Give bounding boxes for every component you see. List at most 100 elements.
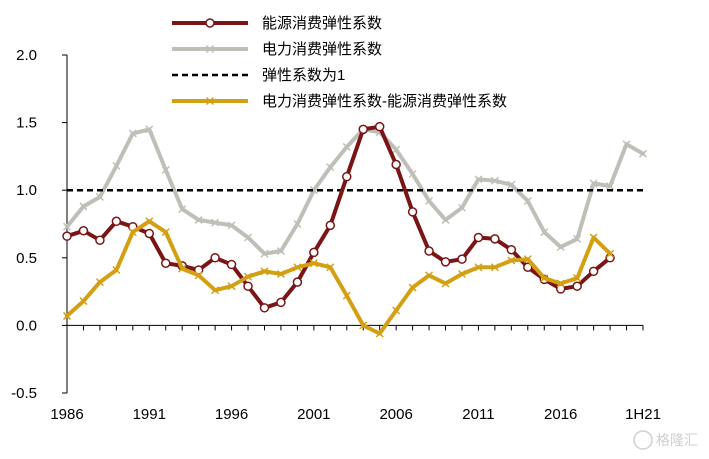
data-point (309, 259, 318, 268)
data-point (523, 196, 532, 206)
data-point (211, 218, 220, 227)
data-point (474, 175, 483, 184)
legend-item: 能源消费弹性系数 (172, 15, 382, 32)
data-point (359, 321, 368, 330)
data-point (573, 234, 582, 243)
data-point (145, 217, 154, 226)
data-point (276, 269, 285, 279)
data-point (293, 219, 302, 229)
legend-marker (205, 44, 215, 54)
data-point (457, 254, 467, 264)
data-point (638, 149, 648, 158)
data-point (457, 269, 467, 279)
legend-marker (205, 96, 215, 106)
series-1 (62, 125, 648, 258)
data-point (375, 329, 384, 338)
data-point (457, 203, 467, 212)
data-point (79, 202, 88, 211)
data-point (490, 234, 500, 244)
data-point (589, 179, 598, 188)
data-point (490, 263, 499, 272)
data-point (260, 267, 269, 276)
x-tick-label: 2011 (462, 406, 494, 423)
data-point (392, 145, 401, 154)
data-point (606, 249, 615, 258)
data-point (161, 165, 170, 174)
data-point (374, 121, 385, 132)
data-point (95, 192, 104, 201)
data-point (506, 244, 517, 255)
data-point (210, 253, 220, 263)
data-point (226, 259, 237, 270)
data-point (145, 125, 154, 134)
data-point (95, 235, 105, 245)
watermark-text: 格隆汇 (656, 432, 698, 448)
data-point (540, 228, 549, 237)
x-tick-label: 2001 (297, 406, 330, 423)
data-point (490, 176, 499, 185)
y-tick-label: 2.0 (16, 47, 37, 64)
data-point (391, 159, 401, 170)
data-point (276, 297, 286, 308)
data-point (441, 279, 450, 288)
data-point (62, 311, 72, 320)
data-point (243, 272, 253, 281)
data-point (342, 142, 351, 151)
data-point (78, 226, 89, 236)
series-3 (62, 217, 615, 338)
data-point (408, 283, 417, 292)
data-point (227, 282, 236, 291)
data-point (523, 262, 533, 273)
data-point (358, 124, 368, 135)
watermark-logo-icon (633, 430, 653, 450)
x-tick-label: 2016 (544, 406, 577, 423)
legend-label: 电力消费弹性系数 (262, 41, 382, 58)
data-point (309, 186, 318, 195)
data-point (425, 196, 434, 206)
data-point (293, 263, 302, 272)
data-point (309, 247, 319, 258)
data-point (440, 257, 451, 267)
y-tick-label: 1.5 (16, 115, 37, 132)
data-point (292, 277, 303, 287)
data-point (112, 161, 121, 170)
legend-label: 能源消费弹性系数 (262, 15, 382, 32)
data-point (144, 228, 155, 239)
data-point (260, 249, 269, 258)
watermark: 格隆汇 (633, 430, 698, 450)
data-point (111, 216, 122, 227)
data-point (160, 258, 171, 268)
series-line (65, 219, 613, 336)
data-point (259, 303, 270, 313)
data-point (425, 271, 434, 280)
data-point (588, 266, 599, 277)
data-point (589, 233, 598, 242)
x-tick-label: 2006 (379, 406, 412, 423)
data-point (325, 220, 336, 231)
data-point (227, 221, 236, 230)
data-point (441, 215, 450, 224)
x-tick-label: 1991 (133, 406, 166, 423)
data-point (392, 306, 401, 315)
data-point (326, 163, 335, 172)
data-point (128, 228, 137, 237)
data-point (556, 242, 565, 252)
data-point (62, 231, 72, 241)
data-point (243, 233, 253, 242)
axes: 2.0 1.5 1.0 0.5 0.0 -0.5 1986 1991 1996 2001 2006 2… (11, 47, 661, 423)
data-point (342, 291, 351, 300)
data-point (407, 207, 418, 217)
data-point (112, 265, 121, 274)
data-point (342, 171, 352, 182)
legend-item: 弹性系数为1 (172, 67, 345, 84)
data-point (606, 182, 615, 191)
x-tick-label: 1986 (50, 406, 83, 423)
legend-label: 弹性系数为1 (262, 67, 345, 84)
data-point (178, 264, 187, 273)
data-point (556, 279, 565, 288)
x-tick-label: 1H21 (625, 406, 661, 423)
data-point (128, 129, 137, 138)
legend-marker (205, 18, 215, 28)
